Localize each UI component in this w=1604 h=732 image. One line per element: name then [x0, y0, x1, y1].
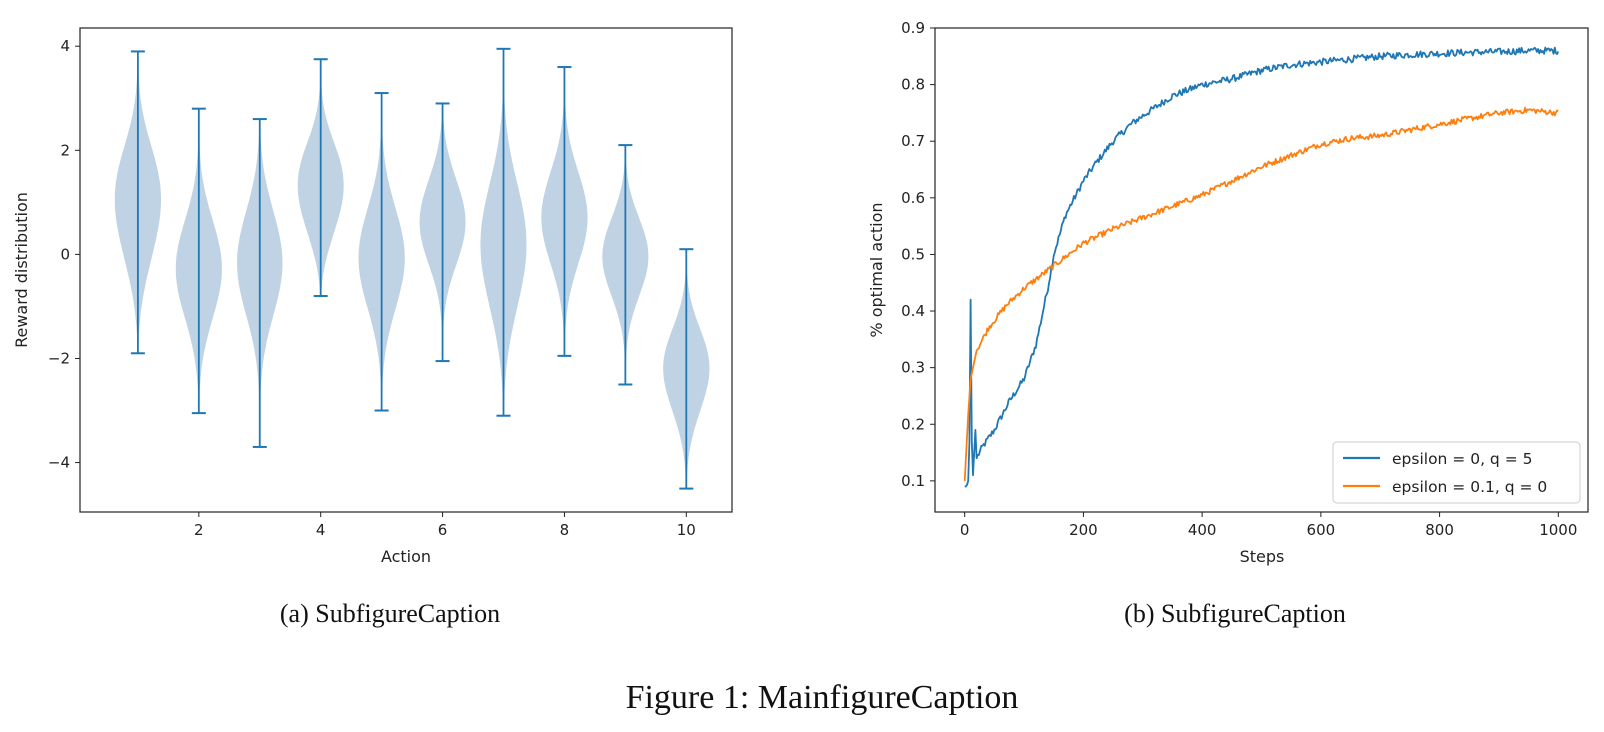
- y-tick-label-b: 0.4: [901, 302, 925, 320]
- axis-ticks-a: 2 4 6 8 10 −4 −2 0 2 4: [48, 37, 696, 539]
- x-tick-label-b: 400: [1188, 521, 1217, 539]
- x-tick-label-a: 10: [677, 521, 696, 539]
- x-tick-label-a: 6: [438, 521, 448, 539]
- y-tick-label-b: 0.6: [901, 189, 925, 207]
- y-tick-label-a: −4: [48, 454, 70, 472]
- legend-label-series-1: epsilon = 0.1, q = 0: [1392, 478, 1547, 496]
- x-tick-label-a: 4: [316, 521, 326, 539]
- legend-box: [1332, 441, 1581, 504]
- y-tick-label-a: 0: [60, 245, 70, 263]
- line-series-group: [963, 46, 1560, 488]
- y-tick-label-b: 0.7: [901, 132, 925, 150]
- violin-plot-panel: 2 4 6 8 10 −4 −2 0 2 4 Action Reward distribution…: [12, 27, 733, 628]
- line-plot-panel: 0 200 400 600 800 1000 0.1 0.2 0.3 0.4 0.5 0.6 0.7 0.…: [867, 19, 1589, 628]
- y-tick-label-b: 0.5: [901, 245, 925, 263]
- violin-group: [114, 47, 710, 490]
- x-tick-label-a: 8: [560, 521, 570, 539]
- legend-label-series-0: epsilon = 0, q = 5: [1392, 450, 1532, 468]
- x-axis-label-b: Steps: [1240, 547, 1285, 566]
- plot-frame-b: [934, 27, 1589, 513]
- main-figure-caption: Figure 1: MainfigureCaption: [626, 679, 1019, 716]
- x-tick-label-b: 200: [1069, 521, 1098, 539]
- x-axis-label-a: Action: [381, 547, 431, 566]
- y-tick-label-b: 0.9: [901, 19, 925, 37]
- x-tick-label-b: 1000: [1539, 521, 1577, 539]
- line-series-1: [963, 106, 1559, 481]
- axis-ticks-b: 0 200 400 600 800 1000 0.1 0.2 0.3 0.4 0.5 0.6 0.7 0.…: [901, 19, 1577, 539]
- y-tick-label-a: −2: [48, 349, 70, 367]
- subfigure-caption-a: (a) SubfigureCaption: [280, 599, 500, 628]
- legend: epsilon = 0, q = 5 epsilon = 0.1, q = 0: [1332, 441, 1581, 504]
- y-tick-label-a: 2: [60, 141, 70, 159]
- y-tick-label-b: 0.3: [901, 359, 925, 377]
- x-tick-label-a: 2: [194, 521, 204, 539]
- y-tick-label-b: 0.2: [901, 415, 925, 433]
- plot-frame-a: [79, 27, 733, 513]
- x-tick-label-b: 600: [1307, 521, 1336, 539]
- line-series-0: [964, 46, 1560, 488]
- y-tick-label-b: 0.8: [901, 76, 925, 94]
- subfigure-caption-b: (b) SubfigureCaption: [1124, 599, 1346, 628]
- x-tick-label-b: 0: [960, 521, 970, 539]
- y-tick-label-b: 0.1: [901, 472, 925, 490]
- y-tick-label-a: 4: [60, 37, 70, 55]
- x-tick-label-b: 800: [1425, 521, 1454, 539]
- y-axis-label-a: Reward distribution: [12, 192, 31, 348]
- y-axis-label-b: % optimal action: [867, 202, 886, 337]
